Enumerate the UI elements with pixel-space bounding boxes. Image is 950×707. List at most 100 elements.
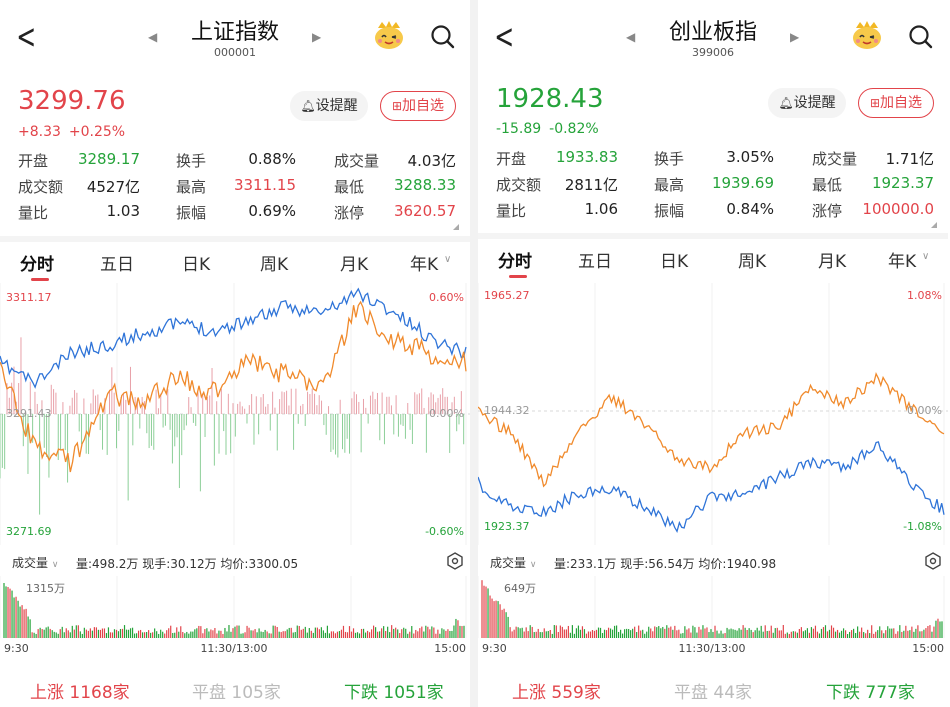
prev-index-triangle-icon[interactable]: ◀ (626, 30, 636, 44)
current-price: 1928.43 (496, 84, 604, 114)
tab-5[interactable]: 年K (888, 252, 917, 272)
up-count-value: 1168家 (69, 683, 130, 703)
stat-value: 1.06 (584, 200, 618, 218)
reminder-label: 设提醒 (315, 98, 358, 114)
tab-5[interactable]: 年K (410, 255, 439, 275)
flat-label: 平盘 (192, 683, 226, 703)
tab-4[interactable]: 月K (340, 255, 369, 275)
search-icon[interactable] (430, 24, 456, 50)
back-chevron-icon[interactable]: < (16, 17, 37, 57)
tab-2[interactable]: 日K (182, 255, 211, 275)
price-change: +8.33 +0.25% (18, 124, 133, 140)
index-title: 创业板指 (668, 20, 757, 45)
prev-index-triangle-icon[interactable]: ◀ (148, 30, 158, 44)
volume-info: 量:498.2万 现手:30.12万 均价:3300.05 (76, 557, 299, 571)
axis-mid-price: 1944.32 (484, 404, 530, 417)
volume-selector-label: 成交量 (490, 556, 527, 570)
tab-2[interactable]: 日K (660, 252, 689, 272)
tab-3[interactable]: 周K (738, 252, 767, 272)
add-watchlist-label: 加自选 (880, 95, 923, 111)
plus-box-icon: ⊞ (391, 99, 403, 113)
add-watchlist-button[interactable]: ⊞加自选 (380, 91, 456, 121)
stat-label: 成交量 (812, 150, 858, 168)
intraday-chart[interactable]: 1965.27 1944.32 1923.37 1.08% 0.00% -1.08% (478, 283, 948, 545)
mascot-icon[interactable] (850, 20, 884, 50)
index-title: 上证指数 (190, 20, 279, 45)
down-label: 下跌 (344, 683, 378, 703)
set-reminder-button[interactable]: 🔔︎设提醒 (768, 88, 846, 118)
stat-value: 1933.83 (555, 148, 618, 166)
chart-period-tabs: 分时 五日 日K 周K 月K 年K ∨ (478, 233, 948, 279)
stat-value: 2811亿 (564, 176, 618, 194)
next-index-triangle-icon[interactable]: ▶ (790, 30, 800, 44)
index-code: 399006 (692, 46, 734, 59)
index-average-line (478, 371, 945, 488)
stat-value: 100000.0 (862, 200, 934, 218)
tab-1[interactable]: 五日 (578, 252, 612, 272)
volume-selector-dropdown[interactable]: 成交量 ∨ (12, 554, 58, 571)
change-percent: -0.82% (549, 121, 599, 137)
flat-count[interactable]: 平盘 44家 (674, 678, 752, 703)
up-label: 上涨 (512, 683, 546, 703)
down-count[interactable]: 下跌 1051家 (344, 678, 444, 703)
back-chevron-icon[interactable]: < (494, 17, 515, 57)
volume-max-label: 649万 (504, 582, 536, 595)
stat-label: 最低 (334, 178, 365, 196)
axis-bottom-price: 3271.69 (6, 525, 52, 538)
down-count-value: 1051家 (383, 683, 444, 703)
stat-label: 最低 (812, 176, 843, 194)
expand-corner-icon[interactable] (453, 224, 459, 230)
tab-0[interactable]: 分时 (498, 252, 532, 272)
up-count[interactable]: 上涨 1168家 (30, 678, 130, 703)
tab-0[interactable]: 分时 (20, 255, 54, 275)
time-label-open: 9:30 (482, 642, 507, 655)
chart-period-tabs: 分时 五日 日K 周K 月K 年K ∨ (0, 236, 470, 282)
header: < ◀ ▶ 上证指数 000001 (0, 0, 470, 78)
stat-label: 成交量 (334, 152, 380, 170)
year-k-chevron-icon[interactable]: ∨ (922, 251, 930, 262)
quote-stats-grid: 开盘 1933.83 换手 3.05% 成交量 1.71亿 成交额 2811亿 最高 1939.6… (478, 148, 948, 228)
set-reminder-button[interactable]: 🔔︎设提醒 (290, 91, 368, 121)
mascot-icon[interactable] (372, 20, 406, 50)
flat-count[interactable]: 平盘 105家 (192, 678, 281, 703)
volume-info: 量:233.1万 现手:56.54万 均价:1940.98 (554, 557, 777, 571)
up-label: 上涨 (30, 683, 64, 703)
year-k-chevron-icon[interactable]: ∨ (444, 254, 452, 265)
search-icon[interactable] (908, 24, 934, 50)
index-code: 000001 (214, 46, 256, 59)
stat-value: 0.88% (248, 150, 296, 168)
add-watchlist-label: 加自选 (402, 98, 445, 114)
volume-max-label: 1315万 (26, 582, 65, 595)
settings-hexagon-icon[interactable] (446, 552, 464, 570)
expand-corner-icon[interactable] (931, 222, 937, 228)
tab-4[interactable]: 月K (818, 252, 847, 272)
down-count[interactable]: 下跌 777家 (826, 678, 915, 703)
volume-selector-dropdown[interactable]: 成交量 ∨ (490, 554, 536, 571)
flat-count-value: 105家 (231, 683, 281, 703)
quote-stats-grid: 开盘 3289.17 换手 0.88% 成交量 4.03亿 成交额 4527亿 最高 3311.1… (0, 150, 470, 230)
stat-label: 振幅 (654, 202, 685, 220)
down-count-value: 777家 (865, 683, 915, 703)
index-panel-chinext: < ◀ ▶ 创业板指 399006 1928.43 -15.89 -0.82% (478, 0, 948, 707)
change-value: -15.89 (496, 121, 542, 137)
market-breadth-footer: 上涨 1168家 平盘 105家 下跌 1051家 (0, 668, 470, 707)
settings-hexagon-icon[interactable] (924, 552, 942, 570)
next-index-triangle-icon[interactable]: ▶ (312, 30, 322, 44)
chevron-down-icon: ∨ (51, 560, 59, 570)
add-watchlist-button[interactable]: ⊞加自选 (858, 88, 934, 118)
axis-bottom-price: 1923.37 (484, 520, 530, 533)
active-tab-underline (31, 278, 49, 281)
volume-chart[interactable]: 649万 9:30 11:30/13:00 15:00 (478, 576, 948, 658)
tab-3[interactable]: 周K (260, 255, 289, 275)
volume-chart[interactable]: 1315万 9:30 11:30/13:00 15:00 (0, 576, 470, 658)
up-count[interactable]: 上涨 559家 (512, 678, 601, 703)
tab-1[interactable]: 五日 (100, 255, 134, 275)
stat-value: 3288.33 (393, 176, 456, 194)
axis-bottom-pct: -1.08% (903, 520, 942, 533)
bell-icon: 🔔︎ (778, 96, 794, 110)
flat-count-value: 44家 (713, 683, 753, 703)
index-panel-shanghai: < ◀ ▶ 上证指数 000001 3299.76 +8.33+0.25% � (0, 0, 470, 707)
axis-bottom-pct: -0.60% (425, 525, 464, 538)
intraday-chart[interactable]: 3311.17 3291.43 3271.69 0.60% 0.00% -0.60% (0, 283, 470, 545)
axis-top-price: 3311.17 (6, 291, 52, 304)
